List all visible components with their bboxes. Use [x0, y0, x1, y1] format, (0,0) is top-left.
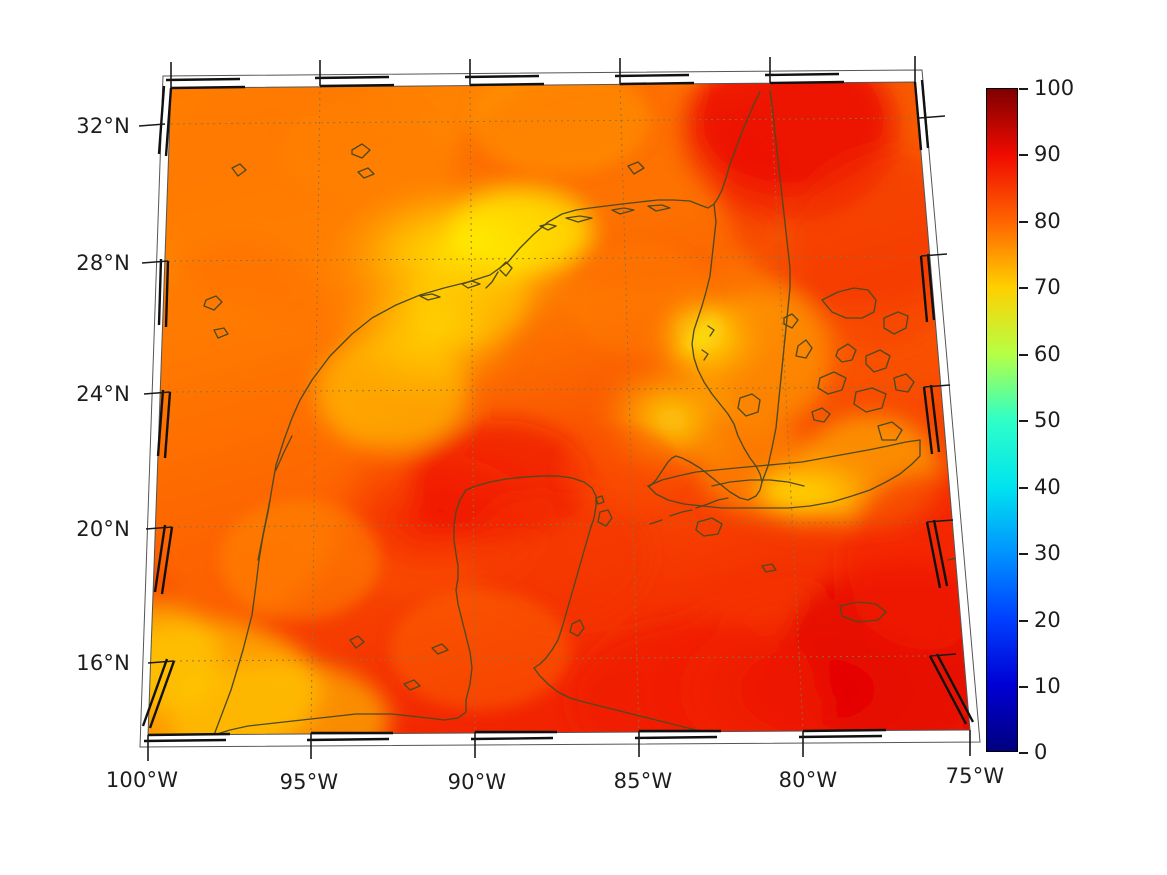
colorbar-tick-40	[1019, 487, 1028, 489]
lat-tick-label-32n: 32°N	[76, 114, 130, 138]
colorbar-label-50: 50	[1034, 408, 1061, 432]
colorbar-label-10: 10	[1034, 674, 1061, 698]
colorbar-tick-50	[1019, 420, 1028, 422]
lat-tick-label-16n: 16°N	[76, 651, 130, 675]
colorbar-tick-30	[1019, 553, 1028, 555]
colorbar-tick-10	[1019, 686, 1028, 688]
map-plot-area[interactable]: 32°N 28°N 24°N 20°N 16°N 100°W 95°W 90°W…	[0, 0, 1004, 800]
colorbar-label-70: 70	[1034, 275, 1061, 299]
coastlines	[203, 89, 970, 735]
colorbar[interactable]: 100 90 80 70 60 50 40 30 20 10 0	[986, 76, 1161, 764]
colorbar-label-60: 60	[1034, 342, 1061, 366]
colorbar-tick-20	[1019, 620, 1028, 622]
colorbar-tick-0	[1019, 752, 1028, 754]
colorbar-label-0: 0	[1034, 740, 1048, 764]
colorbar-label-90: 90	[1034, 142, 1061, 166]
colorbar-label-30: 30	[1034, 541, 1061, 565]
lat-tick-label-20n: 20°N	[76, 517, 130, 541]
lon-tick-label-80w: 80°W	[778, 768, 838, 792]
lon-tick-label-75w: 75°W	[945, 764, 1005, 788]
lon-tick-label-85w: 85°W	[613, 769, 673, 793]
lat-tick-label-28n: 28°N	[76, 251, 130, 275]
map-svg	[138, 56, 981, 761]
colorbar-tick-100	[1019, 88, 1028, 90]
colorbar-gradient	[986, 88, 1018, 752]
scalar-field-raster	[148, 82, 970, 735]
lon-tick-label-100w: 100°W	[105, 768, 179, 792]
colorbar-tick-80	[1019, 221, 1028, 223]
colorbar-tick-60	[1019, 354, 1028, 356]
colorbar-label-40: 40	[1034, 475, 1061, 499]
lon-tick-label-95w: 95°W	[279, 770, 339, 794]
colorbar-label-100: 100	[1034, 76, 1075, 100]
lon-tick-label-90w: 90°W	[447, 770, 507, 794]
lat-tick-label-24n: 24°N	[76, 382, 130, 406]
map-frame	[138, 56, 981, 761]
colorbar-label-20: 20	[1034, 608, 1061, 632]
colorbar-tick-90	[1019, 154, 1028, 156]
colorbar-label-80: 80	[1034, 209, 1061, 233]
colorbar-tick-70	[1019, 287, 1028, 289]
